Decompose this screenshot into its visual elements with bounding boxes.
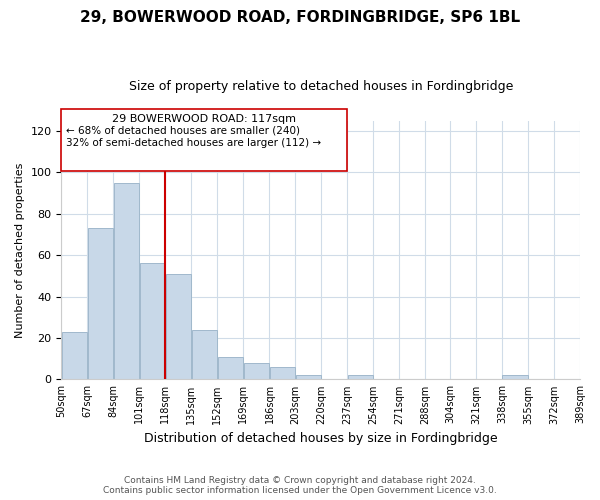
- Bar: [296, 376, 321, 380]
- Text: 32% of semi-detached houses are larger (112) →: 32% of semi-detached houses are larger (…: [66, 138, 321, 148]
- X-axis label: Distribution of detached houses by size in Fordingbridge: Distribution of detached houses by size …: [144, 432, 497, 445]
- Bar: [62, 332, 87, 380]
- Bar: [244, 363, 269, 380]
- Text: Contains HM Land Registry data © Crown copyright and database right 2024.
Contai: Contains HM Land Registry data © Crown c…: [103, 476, 497, 495]
- Bar: [140, 264, 165, 380]
- Title: Size of property relative to detached houses in Fordingbridge: Size of property relative to detached ho…: [128, 80, 513, 93]
- Bar: [269, 367, 295, 380]
- Bar: [88, 228, 113, 380]
- Bar: [348, 376, 373, 380]
- Text: ← 68% of detached houses are smaller (240): ← 68% of detached houses are smaller (24…: [66, 126, 300, 136]
- Y-axis label: Number of detached properties: Number of detached properties: [15, 162, 25, 338]
- Bar: [502, 376, 528, 380]
- Bar: [218, 356, 243, 380]
- Text: 29 BOWERWOOD ROAD: 117sqm: 29 BOWERWOOD ROAD: 117sqm: [112, 114, 296, 124]
- Bar: [166, 274, 191, 380]
- Bar: [191, 330, 217, 380]
- Text: 29, BOWERWOOD ROAD, FORDINGBRIDGE, SP6 1BL: 29, BOWERWOOD ROAD, FORDINGBRIDGE, SP6 1…: [80, 10, 520, 25]
- FancyBboxPatch shape: [61, 109, 347, 172]
- Bar: [113, 182, 139, 380]
